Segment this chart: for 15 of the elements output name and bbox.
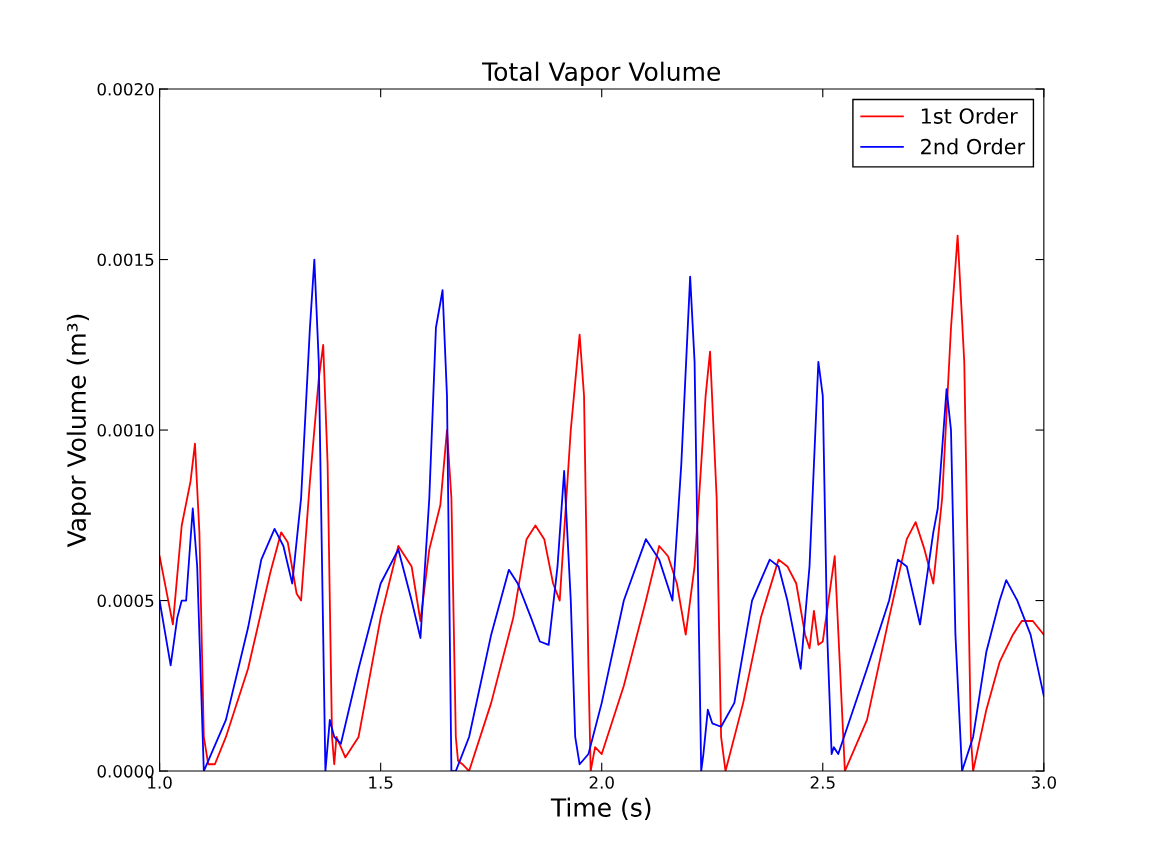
y-tick-label: 0.0015 xyxy=(97,253,154,267)
x-tick-label: 2.0 xyxy=(589,776,614,789)
y-tick-label: 0.0000 xyxy=(97,765,154,778)
y-axis-title: Vapor Volume (m³) xyxy=(66,314,91,548)
legend-label: 2nd Order xyxy=(921,138,1026,155)
x-tick-label: 2.5 xyxy=(810,776,835,789)
x-tick-label: 1.5 xyxy=(369,776,393,789)
chart-title: Total Vapor Volume xyxy=(482,61,720,86)
legend-label: 1st Order xyxy=(921,107,1018,124)
y-tick-label: 0.0005 xyxy=(97,594,154,608)
y-tick-label: 0.0010 xyxy=(97,424,154,437)
x-axis-title: Time (s) xyxy=(550,797,651,820)
y-tick-label: 0.0020 xyxy=(97,83,154,96)
x-tick-label: 3.0 xyxy=(1031,776,1056,789)
x-tick-label: 1.0 xyxy=(148,776,172,789)
